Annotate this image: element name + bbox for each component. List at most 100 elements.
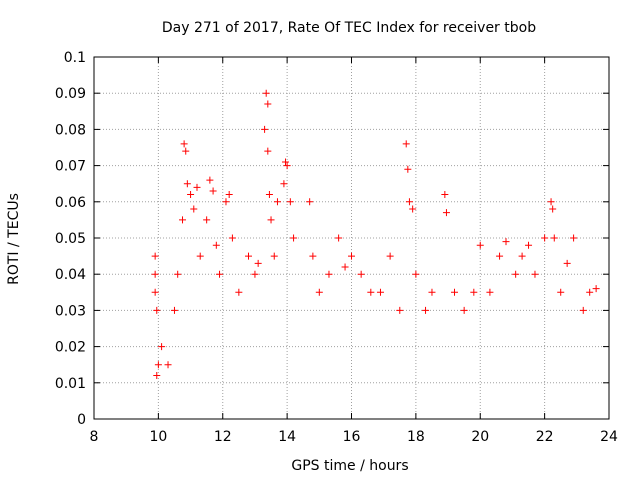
data-point xyxy=(550,234,558,242)
x-tick-label: 18 xyxy=(407,429,425,445)
y-tick-label: 0.07 xyxy=(55,159,86,175)
data-point xyxy=(549,205,557,213)
data-point xyxy=(151,252,159,260)
y-axis-label: ROTI / TECUs xyxy=(6,193,22,285)
y-tick-label: 0 xyxy=(77,412,86,428)
data-point xyxy=(283,162,291,170)
chart-title: Day 271 of 2017, Rate Of TEC Index for r… xyxy=(162,20,536,36)
data-point xyxy=(164,361,172,369)
data-point xyxy=(541,234,549,242)
data-point xyxy=(586,288,594,296)
data-point xyxy=(290,234,298,242)
data-point xyxy=(341,263,349,271)
data-point xyxy=(180,140,188,148)
data-point xyxy=(496,252,504,260)
x-tick-label: 22 xyxy=(536,429,554,445)
data-point xyxy=(206,176,214,184)
data-point xyxy=(183,180,191,188)
data-point xyxy=(153,306,161,314)
y-tick-label: 0.01 xyxy=(55,376,86,392)
data-point xyxy=(306,198,314,206)
data-points xyxy=(151,89,600,380)
data-point xyxy=(280,180,288,188)
data-point xyxy=(476,241,484,249)
x-tick-label: 16 xyxy=(343,429,361,445)
y-tick-label: 0.1 xyxy=(64,50,86,66)
data-point xyxy=(222,198,230,206)
data-point xyxy=(404,165,412,173)
y-tick-label: 0.05 xyxy=(55,231,86,247)
data-point xyxy=(267,216,275,224)
data-point xyxy=(579,306,587,314)
data-point xyxy=(282,158,290,166)
x-tick-label: 10 xyxy=(149,429,167,445)
x-tick-label: 14 xyxy=(278,429,296,445)
data-point xyxy=(153,372,161,380)
data-point xyxy=(486,288,494,296)
data-point xyxy=(325,270,333,278)
data-point xyxy=(154,361,162,369)
data-point xyxy=(557,288,565,296)
data-point xyxy=(470,288,478,296)
data-point xyxy=(225,191,233,199)
data-point xyxy=(335,234,343,242)
data-point xyxy=(502,238,510,246)
data-point xyxy=(357,270,365,278)
data-point xyxy=(170,306,178,314)
data-point xyxy=(179,216,187,224)
data-point xyxy=(348,252,355,260)
data-point xyxy=(273,198,281,206)
data-point xyxy=(422,306,430,314)
data-point xyxy=(451,288,458,296)
data-point xyxy=(261,125,269,133)
data-point xyxy=(251,270,259,278)
data-point xyxy=(228,234,236,242)
data-point xyxy=(190,205,198,213)
x-axis-label: GPS time / hours xyxy=(291,458,408,474)
data-point xyxy=(386,252,394,260)
data-point xyxy=(270,252,278,260)
data-point xyxy=(254,259,262,267)
data-point xyxy=(187,191,195,199)
data-point xyxy=(405,198,413,206)
data-point xyxy=(376,288,384,296)
data-point xyxy=(209,187,217,195)
y-tick-label: 0.04 xyxy=(55,267,86,283)
data-point xyxy=(547,198,555,206)
data-point xyxy=(264,100,272,108)
data-point xyxy=(151,288,159,296)
data-point xyxy=(212,241,220,249)
data-point xyxy=(286,198,294,206)
x-tick-label: 20 xyxy=(471,429,489,445)
data-point xyxy=(262,89,270,97)
data-point xyxy=(592,285,600,293)
data-point xyxy=(265,191,273,199)
data-point xyxy=(441,191,449,199)
data-point xyxy=(442,209,450,217)
data-point xyxy=(570,234,578,242)
data-point xyxy=(512,270,520,278)
data-point xyxy=(203,216,211,224)
data-point xyxy=(182,147,190,155)
data-point xyxy=(245,252,252,260)
data-point xyxy=(309,252,317,260)
x-tick-label: 12 xyxy=(214,429,232,445)
axis-ticks: 8 10 12 14 16 18 20 22 24 0 0.01 0.02 0.03 0.04 0.05 0.… xyxy=(55,50,618,445)
data-point xyxy=(151,270,159,278)
data-point xyxy=(158,343,166,351)
data-point xyxy=(367,288,375,296)
data-point xyxy=(531,270,539,278)
plot-frame xyxy=(93,56,610,420)
data-point xyxy=(518,252,526,260)
data-point xyxy=(196,252,204,260)
data-point xyxy=(460,306,468,314)
data-point xyxy=(563,259,571,267)
data-point xyxy=(428,288,436,296)
y-tick-label: 0.03 xyxy=(55,303,86,319)
data-point xyxy=(193,183,201,191)
data-point xyxy=(216,270,224,278)
data-point xyxy=(412,270,420,278)
data-point xyxy=(235,288,243,296)
data-point xyxy=(409,205,417,213)
